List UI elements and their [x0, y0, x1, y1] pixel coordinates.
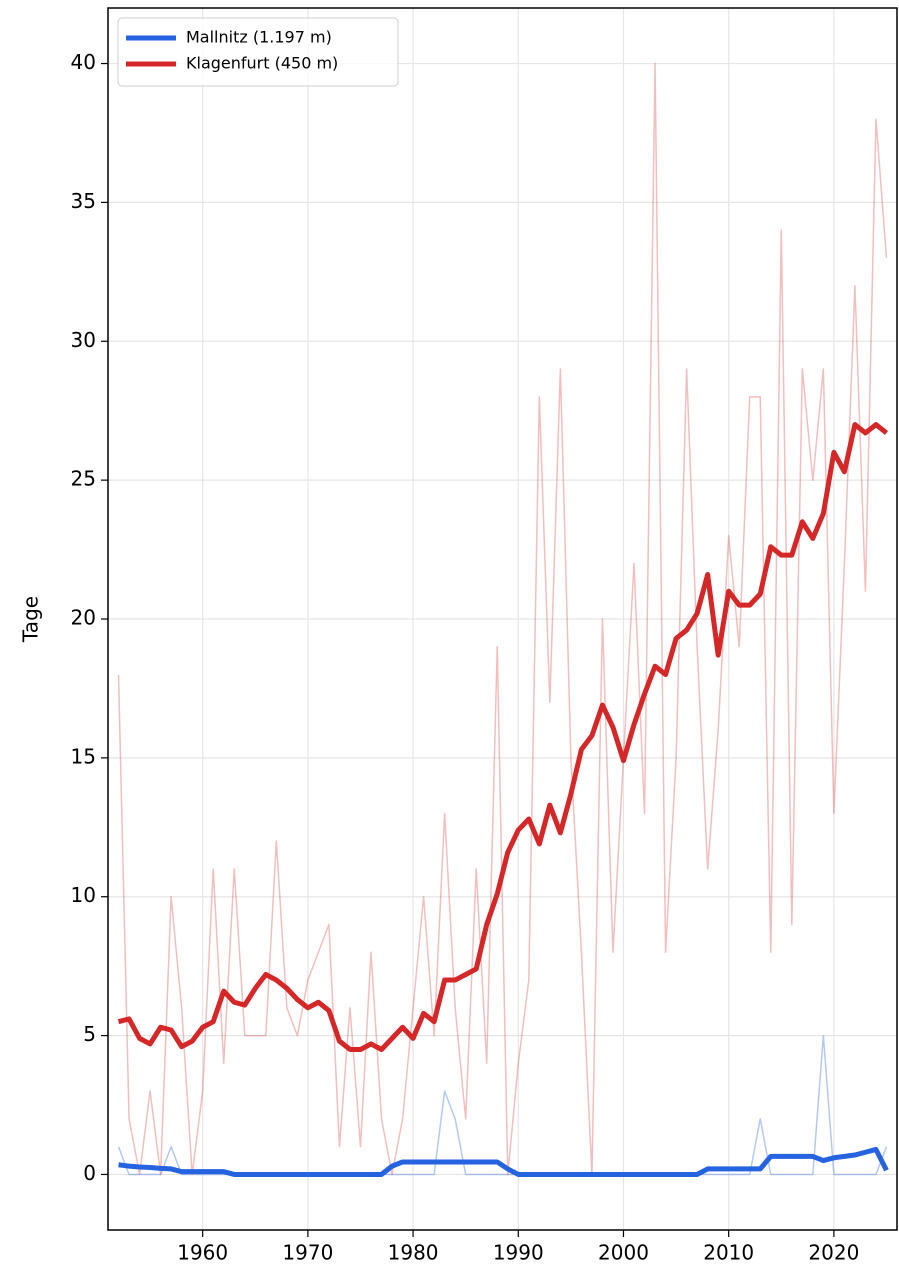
y-tick-label: 30 — [71, 328, 96, 352]
x-tick-label: 2000 — [598, 1241, 649, 1265]
y-tick-label: 5 — [83, 1022, 96, 1046]
series-line — [118, 1146, 889, 1177]
y-tick-label: 35 — [71, 189, 96, 213]
y-tick-label: 25 — [71, 467, 96, 491]
y-tick-label: 40 — [71, 50, 96, 74]
legend-label: Mallnitz (1.197 m) — [186, 28, 332, 47]
y-axis-label: Tage — [19, 596, 43, 643]
series-line — [117, 62, 888, 1176]
y-tick-label: 10 — [71, 883, 96, 907]
y-tick-label: 20 — [71, 606, 96, 630]
y-tick-label: 0 — [83, 1161, 96, 1185]
series-line — [117, 1034, 888, 1176]
plot-frame — [107, 7, 898, 1231]
legend-box — [117, 17, 399, 87]
x-tick-label: 1960 — [177, 1241, 228, 1265]
y-tick-label: 15 — [71, 744, 96, 768]
x-tick-label: 2010 — [703, 1241, 754, 1265]
x-tick-label: 1970 — [282, 1241, 333, 1265]
x-tick-label: 1980 — [388, 1241, 439, 1265]
x-tick-label: 1990 — [493, 1241, 544, 1265]
x-tick-label: 2020 — [808, 1241, 859, 1265]
legend-label: Klagenfurt (450 m) — [186, 54, 338, 73]
series-line — [117, 422, 889, 1052]
